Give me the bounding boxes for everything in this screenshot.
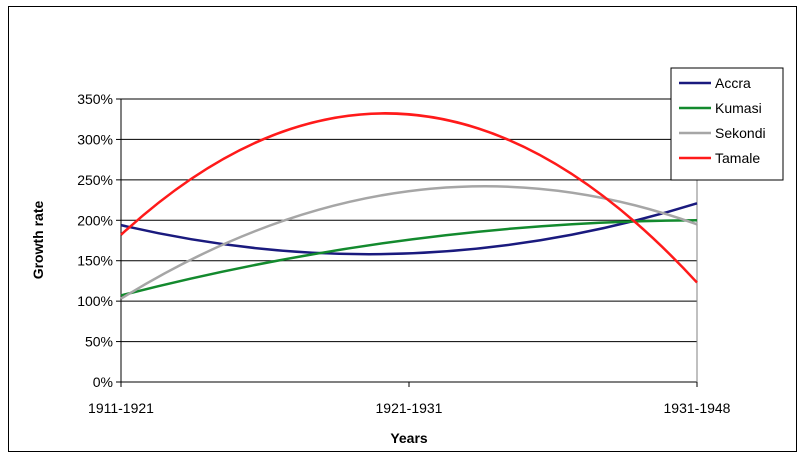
y-tick-label: 50% [85, 334, 113, 350]
legend: Accra Kumasi Sekondi Tamale [670, 67, 784, 181]
x-axis-ticks: 1911-1921 1921-1931 1931-1948 [88, 382, 731, 416]
y-tick-label: 200% [77, 212, 113, 228]
gridlines [121, 98, 697, 343]
legend-label-tamale: Tamale [715, 150, 760, 166]
series-line-kumasi [120, 219, 698, 297]
series-lines [120, 112, 698, 300]
y-tick-label: 150% [77, 253, 113, 269]
x-tick-label: 1911-1921 [88, 400, 154, 416]
series-line-tamale [120, 112, 698, 284]
series-line-accra [120, 202, 698, 256]
y-tick-label: 350% [77, 91, 113, 107]
legend-box [670, 67, 784, 181]
y-axis-title: Growth rate [30, 201, 46, 280]
y-tick-label: 0% [93, 374, 113, 390]
legend-label-kumasi: Kumasi [715, 100, 762, 116]
y-axis-ticks: 0% 50% 100% 150% 200% 250% 300% 350% [77, 91, 121, 390]
x-tick-label: 1931-1948 [664, 400, 731, 416]
y-tick-label: 100% [77, 293, 113, 309]
y-tick-label: 250% [77, 172, 113, 188]
y-tick-label: 300% [77, 131, 113, 147]
legend-label-accra: Accra [715, 75, 751, 91]
x-axis-title: Years [390, 430, 428, 446]
series-line-sekondi [120, 185, 698, 300]
x-tick-label: 1921-1931 [376, 400, 443, 416]
legend-label-sekondi: Sekondi [715, 125, 766, 141]
